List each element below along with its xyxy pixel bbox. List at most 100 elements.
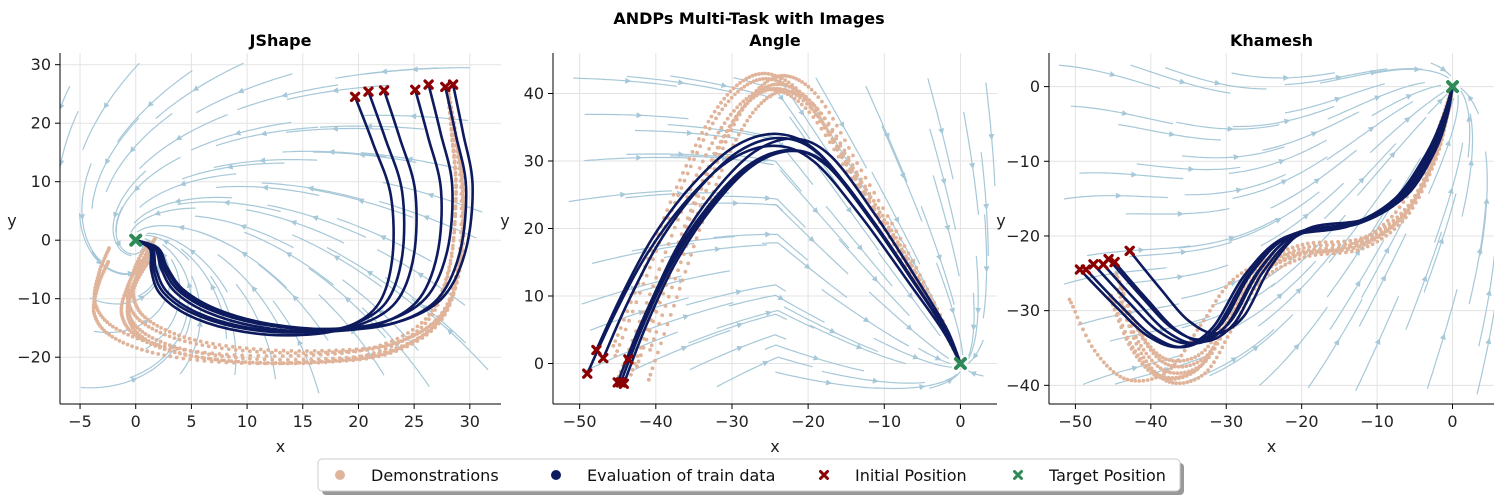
demo-point	[400, 334, 405, 338]
demo-point	[723, 140, 728, 144]
streamline-arrow	[410, 113, 417, 120]
demo-point	[623, 327, 628, 332]
demo-point	[370, 352, 375, 357]
streamline-arrow	[259, 157, 266, 164]
demo-point	[150, 326, 155, 331]
demo-point	[651, 284, 655, 288]
demo-point	[898, 236, 903, 241]
streamline-arrow	[983, 203, 990, 210]
streamline-arrow	[1405, 94, 1413, 100]
streamline-arrow	[103, 102, 110, 109]
demo-point	[440, 315, 444, 319]
streamline-arrow	[1278, 159, 1285, 165]
demo-point	[838, 144, 843, 148]
demo-point	[1179, 353, 1184, 358]
demo-point	[449, 296, 454, 300]
demo-point	[211, 341, 215, 346]
streamline	[1326, 100, 1414, 161]
streamline-arrow	[1467, 94, 1474, 102]
demo-point	[1377, 226, 1382, 231]
streamline	[139, 173, 237, 208]
demo-point	[831, 116, 835, 121]
demo-point	[735, 117, 739, 122]
demo-point	[457, 160, 462, 164]
demo-point	[1163, 361, 1168, 366]
demo-point	[741, 99, 746, 104]
demo-point	[125, 285, 130, 289]
demo-point	[1147, 362, 1151, 367]
streamline-arrow	[1180, 249, 1187, 256]
demo-point	[188, 353, 193, 358]
demo-point	[1120, 323, 1125, 328]
streamline	[1209, 314, 1294, 377]
demo-point	[244, 346, 249, 351]
demo-point	[910, 258, 915, 263]
demo-point	[697, 137, 701, 141]
demo-point	[126, 294, 131, 299]
demo-point	[1397, 205, 1402, 210]
streamline-arrow	[162, 239, 170, 246]
demo-point	[145, 250, 149, 255]
demo-point	[787, 85, 792, 89]
demo-point	[95, 288, 99, 293]
demo-point	[660, 258, 665, 263]
demo-point	[1141, 347, 1146, 352]
streamline	[80, 349, 174, 389]
demo-point	[704, 153, 708, 157]
demo-point	[1165, 369, 1170, 373]
demo-point	[1194, 366, 1198, 371]
demo-point	[1167, 380, 1172, 384]
demo-point	[1223, 285, 1228, 290]
demo-point	[682, 224, 687, 229]
streamline-arrow	[949, 307, 955, 315]
demo-point	[1365, 244, 1370, 249]
demo-point	[750, 110, 755, 115]
streamline-arrow	[1168, 131, 1176, 137]
demo-point	[615, 333, 620, 337]
demo-point	[760, 90, 765, 94]
demo-point	[1185, 380, 1190, 385]
demo-point	[646, 377, 651, 382]
demo-point	[1391, 223, 1396, 228]
demo-point	[1220, 289, 1225, 294]
demo-point	[796, 99, 801, 104]
streamline	[932, 175, 960, 277]
demo-point	[1331, 251, 1336, 256]
demo-point	[1098, 356, 1103, 361]
demo-point	[154, 342, 159, 347]
demo-point	[334, 348, 338, 353]
demo-point	[110, 334, 115, 339]
demo-point	[692, 157, 696, 162]
x-tick-label: −50	[1059, 412, 1093, 431]
y-tick-label: 0	[1030, 77, 1040, 96]
streamline	[732, 128, 814, 185]
demo-point	[751, 79, 756, 84]
demo-point	[182, 335, 187, 339]
demo-point	[669, 233, 674, 238]
demo-point	[694, 236, 699, 241]
demo-point	[635, 364, 639, 369]
streamline-arrow	[1380, 274, 1386, 282]
demo-point	[400, 339, 405, 343]
demo-point	[719, 100, 723, 105]
streamline-arrow	[1313, 178, 1321, 185]
streamline-arrow	[1421, 275, 1428, 282]
demo-point	[410, 339, 415, 344]
panel-khamesh: −50 −40 −30 −20 −10 0 −40 −30 −20 −10 0 Khamesh x y	[996, 31, 1494, 456]
streamline-arrow	[226, 163, 234, 170]
demo-point	[1387, 226, 1392, 231]
demo-point	[786, 80, 791, 85]
demo-point	[1152, 361, 1157, 366]
demo-point	[458, 165, 463, 170]
demo-point	[1118, 374, 1123, 379]
demo-point	[1125, 377, 1130, 382]
demo-point	[460, 184, 465, 189]
streamline	[589, 297, 689, 331]
streamline-arrow	[714, 246, 721, 253]
demo-point	[143, 337, 148, 341]
demo-point	[1192, 377, 1197, 382]
demo-point	[863, 175, 868, 180]
demo-point	[763, 71, 767, 76]
demo-point	[1372, 229, 1377, 234]
demo-point	[395, 341, 399, 346]
